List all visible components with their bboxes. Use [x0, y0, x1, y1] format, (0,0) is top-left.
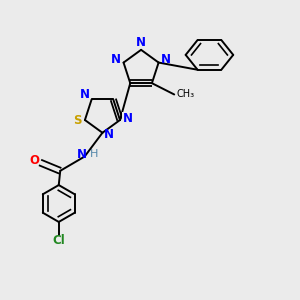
Text: N: N — [122, 112, 132, 125]
Text: S: S — [73, 113, 82, 127]
Text: N: N — [136, 36, 146, 49]
Text: H: H — [90, 149, 98, 159]
Text: N: N — [77, 148, 87, 161]
Text: N: N — [80, 88, 90, 100]
Text: N: N — [80, 88, 90, 100]
Text: N: N — [104, 128, 114, 141]
Text: O: O — [30, 154, 40, 167]
Text: Cl: Cl — [52, 234, 65, 247]
Text: S: S — [72, 113, 81, 127]
Text: N: N — [111, 53, 121, 66]
Text: N: N — [161, 53, 171, 66]
Text: CH₃: CH₃ — [177, 89, 195, 100]
